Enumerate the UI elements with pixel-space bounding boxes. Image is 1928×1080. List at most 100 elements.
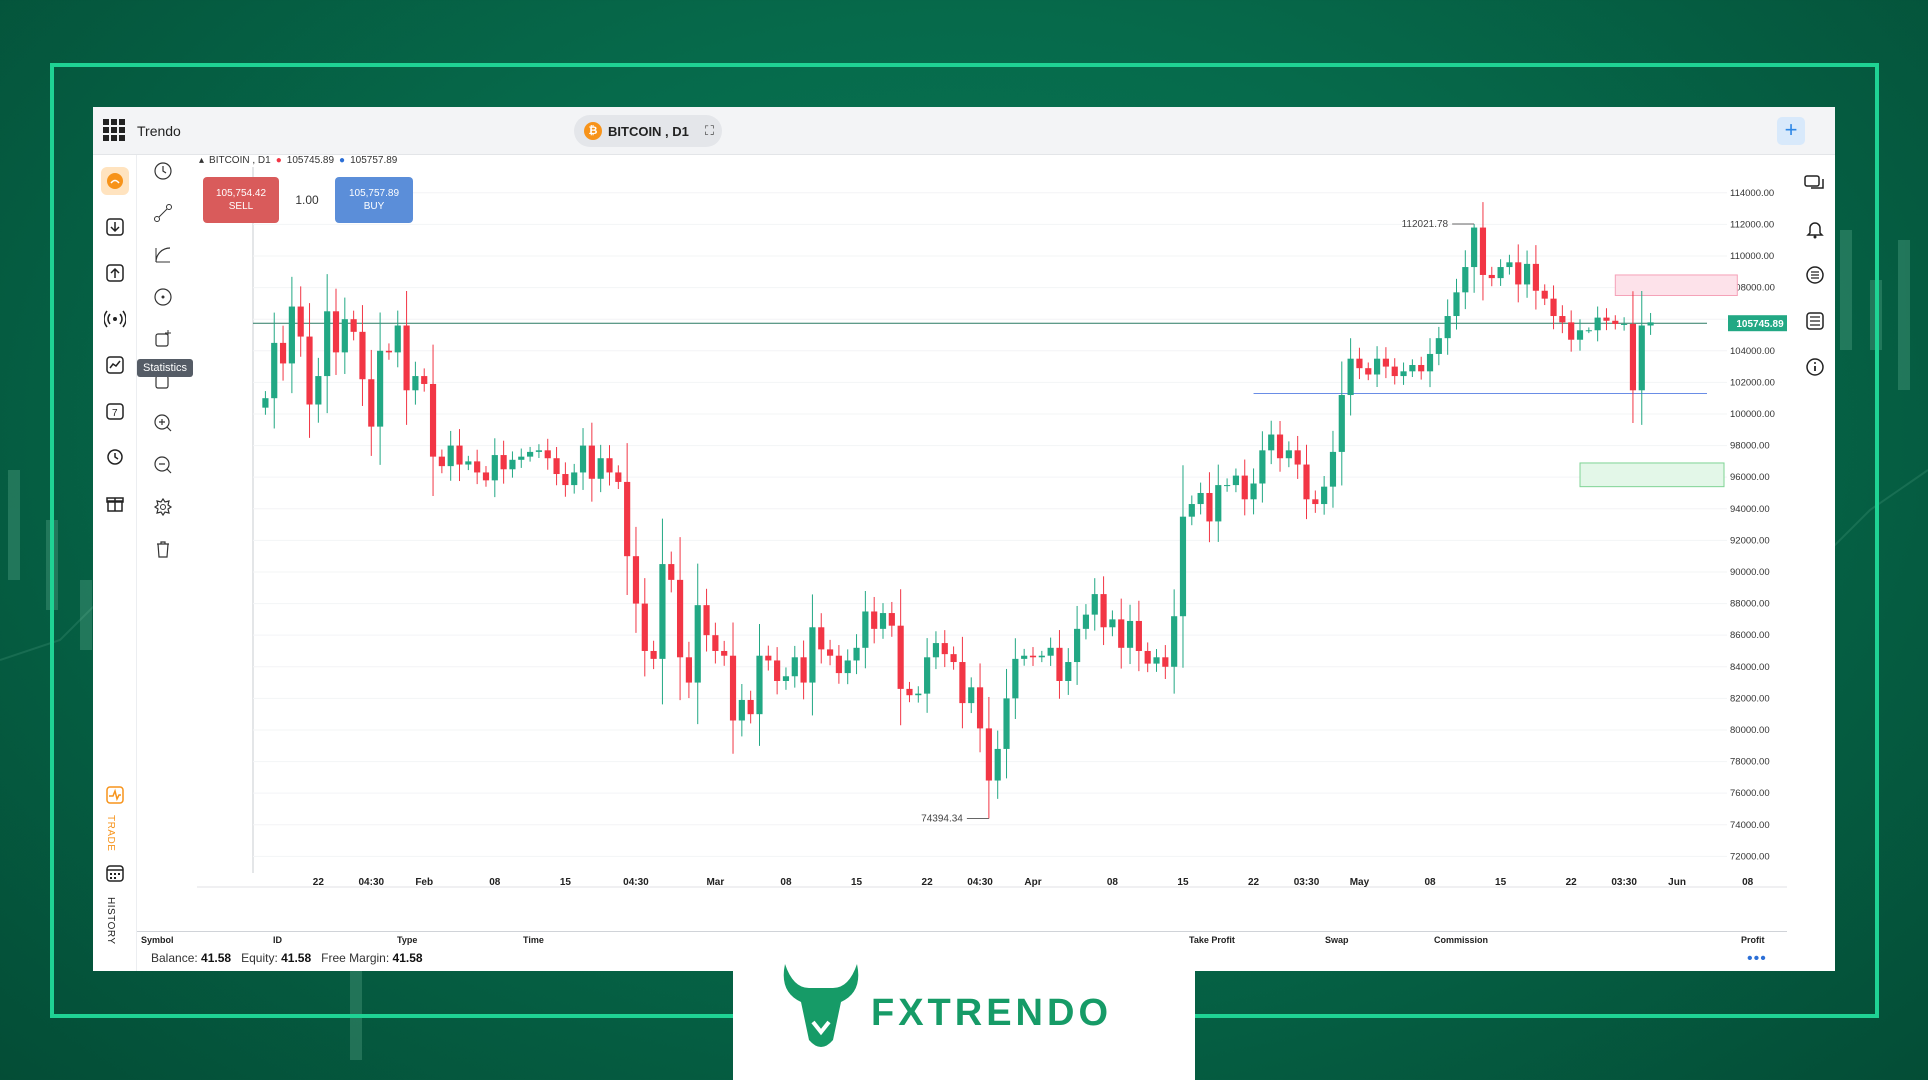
candle-up[interactable]: [1594, 317, 1601, 331]
candle-down[interactable]: [1515, 262, 1522, 285]
candle-up[interactable]: [1047, 647, 1054, 656]
list-icon[interactable]: [1803, 263, 1827, 287]
candle-down[interactable]: [1276, 434, 1284, 459]
candle-down[interactable]: [1029, 655, 1037, 658]
candle-down[interactable]: [482, 472, 490, 481]
candle-down[interactable]: [950, 654, 957, 663]
candle-up[interactable]: [1091, 594, 1098, 615]
col-profit[interactable]: Profit: [1741, 935, 1765, 945]
candle-up[interactable]: [288, 306, 295, 364]
candle-up[interactable]: [571, 472, 578, 486]
symbol-selector[interactable]: ₿ BITCOIN , D1 ⛶: [574, 115, 722, 147]
candle-down[interactable]: [279, 342, 287, 364]
candle-up[interactable]: [271, 342, 278, 399]
candle-down[interactable]: [1206, 492, 1213, 522]
candle-down[interactable]: [650, 650, 657, 659]
trade-icon[interactable]: [101, 781, 129, 809]
candle-down[interactable]: [456, 445, 463, 465]
candle-down[interactable]: [676, 579, 684, 658]
candle-up[interactable]: [1321, 486, 1328, 505]
candle-down[interactable]: [871, 611, 878, 629]
candle-down[interactable]: [1612, 320, 1619, 324]
signal-icon[interactable]: [101, 305, 129, 333]
candle-down[interactable]: [403, 325, 410, 391]
candle-down[interactable]: [1118, 619, 1125, 648]
candle-down[interactable]: [1418, 365, 1425, 372]
candle-up[interactable]: [1268, 434, 1275, 451]
candle-down[interactable]: [1365, 368, 1372, 375]
candle-up[interactable]: [377, 350, 384, 427]
candle-down[interactable]: [976, 687, 984, 729]
candle-down[interactable]: [306, 336, 313, 405]
candle-up[interactable]: [1638, 325, 1645, 391]
candle-down[interactable]: [712, 635, 719, 651]
candle-down[interactable]: [1550, 298, 1557, 317]
candle-up[interactable]: [1471, 227, 1478, 268]
calendar-7-icon[interactable]: 7: [101, 397, 129, 425]
candle-up[interactable]: [1453, 292, 1460, 317]
candle-down[interactable]: [641, 603, 648, 651]
candle-up[interactable]: [527, 451, 534, 457]
candle-down[interactable]: [385, 350, 393, 353]
candle-up[interactable]: [394, 325, 401, 353]
candle-down[interactable]: [544, 450, 551, 459]
candle-up[interactable]: [844, 660, 851, 674]
history-calendar-icon[interactable]: [101, 859, 129, 887]
candle-down[interactable]: [297, 306, 304, 337]
candle-up[interactable]: [1426, 353, 1434, 372]
supply-zone[interactable]: [1614, 274, 1738, 296]
candle-up[interactable]: [1400, 371, 1407, 377]
candle-up[interactable]: [756, 655, 763, 715]
candle-down[interactable]: [668, 564, 675, 580]
candle-up[interactable]: [1259, 450, 1266, 484]
candle-down[interactable]: [588, 445, 595, 479]
bell-icon[interactable]: [1803, 217, 1827, 241]
history-icon[interactable]: [101, 443, 129, 471]
candle-up[interactable]: [924, 657, 931, 694]
candle-up[interactable]: [1038, 655, 1045, 658]
col-time[interactable]: Time: [523, 935, 544, 945]
candle-up[interactable]: [1576, 330, 1584, 340]
candle-down[interactable]: [1356, 358, 1363, 369]
text-tool-icon[interactable]: [151, 327, 175, 351]
candle-down[interactable]: [500, 455, 507, 470]
candle-up[interactable]: [994, 748, 1001, 781]
candle-down[interactable]: [624, 481, 631, 557]
candle-down[interactable]: [703, 605, 710, 636]
candle-up[interactable]: [932, 643, 940, 658]
candle-up[interactable]: [659, 564, 666, 659]
demand-zone[interactable]: [1579, 462, 1725, 488]
candle-down[interactable]: [959, 662, 966, 704]
candle-up[interactable]: [1338, 395, 1345, 452]
trash-icon[interactable]: [151, 537, 175, 561]
candle-down[interactable]: [368, 379, 375, 427]
upload-icon[interactable]: [101, 259, 129, 287]
candle-up[interactable]: [1621, 323, 1628, 325]
candle-down[interactable]: [1294, 450, 1301, 465]
candle-down[interactable]: [747, 699, 754, 715]
candle-up[interactable]: [1197, 492, 1204, 505]
candle-up[interactable]: [1126, 620, 1134, 648]
candle-down[interactable]: [1056, 647, 1063, 681]
candle-down[interactable]: [1603, 317, 1610, 321]
arc-icon[interactable]: [151, 243, 175, 267]
candle-up[interactable]: [535, 450, 543, 452]
candle-up[interactable]: [1215, 485, 1222, 522]
candle-up[interactable]: [447, 445, 454, 467]
candle-up[interactable]: [1585, 330, 1592, 332]
account-icon[interactable]: [101, 167, 129, 195]
info-icon[interactable]: [1803, 355, 1827, 379]
candle-down[interactable]: [1312, 499, 1319, 505]
candle-down[interactable]: [1144, 650, 1151, 664]
candle-up[interactable]: [1497, 267, 1504, 279]
add-chart-button[interactable]: +: [1777, 117, 1805, 145]
chat-icon[interactable]: [1803, 171, 1827, 195]
candle-up[interactable]: [1074, 628, 1081, 663]
candle-up[interactable]: [1373, 358, 1381, 375]
col-commission[interactable]: Commission: [1434, 935, 1489, 945]
candle-down[interactable]: [941, 643, 948, 655]
candle-up[interactable]: [1232, 475, 1240, 486]
candle-down[interactable]: [1488, 274, 1495, 279]
col-type[interactable]: Type: [397, 935, 418, 945]
candle-down[interactable]: [835, 655, 842, 674]
